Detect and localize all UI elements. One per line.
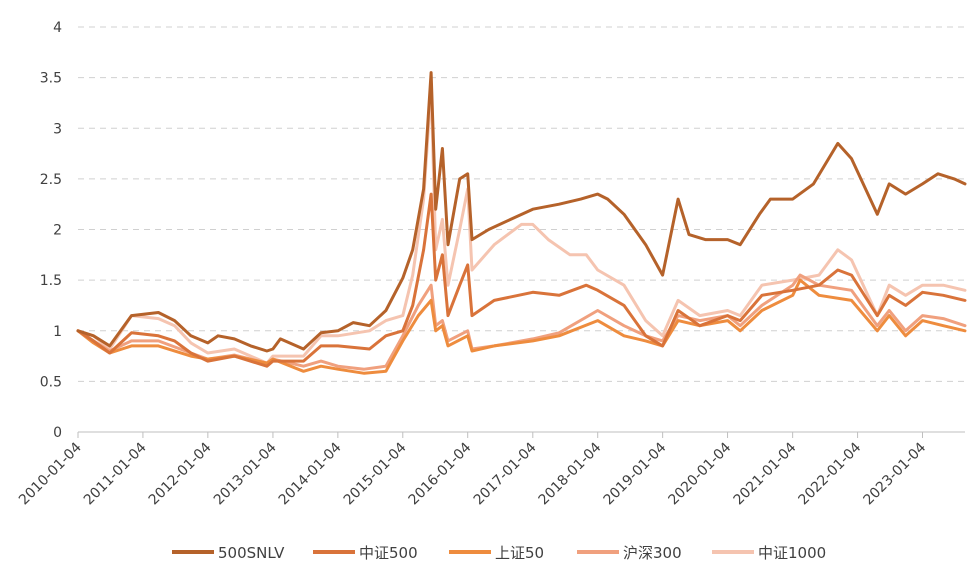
x-axis xyxy=(77,431,965,438)
y-tick-label: 2 xyxy=(53,223,62,239)
y-axis-tick-labels: 0 0.5 1 1.5 2 2.5 3 3.5 4 xyxy=(40,20,62,441)
x-tick-label: 2017-01-04 xyxy=(471,439,540,508)
series-lines xyxy=(76,71,967,375)
y-tick-label: 3 xyxy=(53,121,62,137)
x-tick-label: 2014-01-04 xyxy=(276,439,345,508)
y-tick-label: 1.5 xyxy=(40,273,62,289)
x-tick-label: 2016-01-04 xyxy=(406,439,475,508)
x-tick-label: 2021-01-04 xyxy=(731,439,800,508)
y-tick-label: 0 xyxy=(53,425,62,441)
y-tick-label: 0.5 xyxy=(40,374,62,390)
y-tick-label: 2.5 xyxy=(40,172,62,188)
gridlines xyxy=(78,26,965,382)
x-tick-label: 2018-01-04 xyxy=(536,439,605,508)
x-tick-label: 2013-01-04 xyxy=(211,439,280,508)
legend-label: 中证1000 xyxy=(758,544,826,562)
legend-label: 上证50 xyxy=(495,544,544,562)
series-line-5 xyxy=(76,86,967,365)
series-line-1 xyxy=(76,71,967,353)
legend-label: 沪深300 xyxy=(623,544,682,562)
x-tick-label: 2015-01-04 xyxy=(341,439,410,508)
x-tick-label: 2022-01-04 xyxy=(796,439,865,508)
legend-label: 500SNLV xyxy=(218,544,285,562)
x-tick-label: 2023-01-04 xyxy=(860,439,929,508)
x-tick-label: 2020-01-04 xyxy=(666,439,735,508)
x-tick-label: 2012-01-04 xyxy=(146,439,215,508)
x-tick-label: 2010-01-04 xyxy=(16,439,85,508)
legend-label: 中证500 xyxy=(359,544,418,562)
y-tick-label: 4 xyxy=(53,20,62,36)
x-tick-label: 2011-01-04 xyxy=(81,439,150,508)
x-tick-label: 2019-01-04 xyxy=(601,439,670,508)
legend: 500SNLV 中证500 上证50 沪深300 中证1000 xyxy=(172,544,826,562)
series-line-2 xyxy=(76,192,967,368)
y-tick-label: 3.5 xyxy=(40,71,62,87)
x-axis-tick-labels: 2010-01-042011-01-042012-01-042013-01-04… xyxy=(16,439,929,508)
y-tick-label: 1 xyxy=(53,324,62,340)
series-line-4 xyxy=(76,273,967,371)
